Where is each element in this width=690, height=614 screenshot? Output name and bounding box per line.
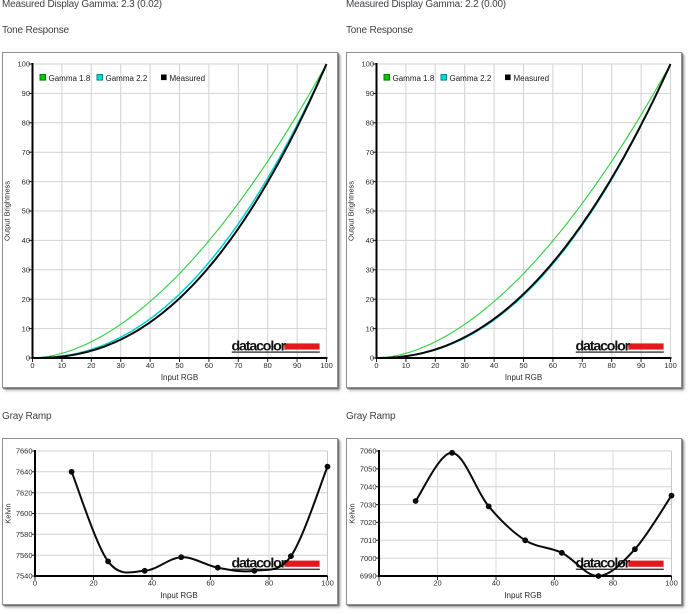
svg-text:Gamma 1.8: Gamma 1.8 <box>393 74 435 83</box>
svg-text:7620: 7620 <box>16 488 33 497</box>
svg-text:90: 90 <box>366 89 374 98</box>
svg-text:80: 80 <box>366 119 374 128</box>
svg-text:0: 0 <box>33 579 37 588</box>
svg-text:datacolor: datacolor <box>232 556 287 572</box>
svg-text:50: 50 <box>519 361 527 370</box>
svg-text:50: 50 <box>175 361 183 370</box>
svg-text:50: 50 <box>22 207 30 216</box>
svg-text:60: 60 <box>549 361 557 370</box>
svg-text:80: 80 <box>608 361 616 370</box>
svg-text:6990: 6990 <box>360 572 377 581</box>
svg-text:40: 40 <box>490 361 498 370</box>
svg-text:7050: 7050 <box>360 465 377 474</box>
svg-text:Input RGB: Input RGB <box>161 373 198 382</box>
svg-text:100: 100 <box>664 361 677 370</box>
svg-text:Kelvin: Kelvin <box>4 503 13 523</box>
svg-text:80: 80 <box>609 579 617 588</box>
svg-text:30: 30 <box>366 266 374 275</box>
svg-text:10: 10 <box>366 324 374 333</box>
svg-text:7030: 7030 <box>360 500 377 509</box>
svg-text:70: 70 <box>578 361 586 370</box>
svg-text:Input RGB: Input RGB <box>504 591 541 600</box>
svg-text:10: 10 <box>402 361 410 370</box>
svg-text:20: 20 <box>433 579 441 588</box>
svg-text:40: 40 <box>22 236 30 245</box>
svg-text:Input RGB: Input RGB <box>505 373 542 382</box>
svg-text:70: 70 <box>234 361 242 370</box>
svg-text:70: 70 <box>22 148 30 157</box>
svg-text:60: 60 <box>550 579 558 588</box>
svg-text:60: 60 <box>205 361 213 370</box>
svg-text:Gamma 1.8: Gamma 1.8 <box>49 74 91 83</box>
svg-text:Output Brightness: Output Brightness <box>3 181 12 241</box>
svg-text:Gamma 2.2: Gamma 2.2 <box>450 74 492 83</box>
svg-text:Measured: Measured <box>170 74 206 83</box>
svg-text:7600: 7600 <box>16 509 33 518</box>
svg-text:0: 0 <box>370 354 374 363</box>
svg-text:0: 0 <box>30 361 34 370</box>
svg-text:30: 30 <box>22 266 30 275</box>
svg-text:20: 20 <box>89 579 97 588</box>
svg-text:80: 80 <box>264 361 272 370</box>
svg-text:7010: 7010 <box>360 536 377 545</box>
svg-text:Gamma 2.2: Gamma 2.2 <box>106 74 148 83</box>
svg-text:7040: 7040 <box>360 482 377 491</box>
svg-text:60: 60 <box>366 177 374 186</box>
svg-text:datacolor: datacolor <box>576 338 631 354</box>
svg-text:60: 60 <box>22 177 30 186</box>
svg-text:100: 100 <box>17 60 30 69</box>
svg-text:100: 100 <box>361 60 374 69</box>
svg-text:10: 10 <box>58 361 66 370</box>
svg-text:30: 30 <box>461 361 469 370</box>
svg-text:0: 0 <box>26 354 30 363</box>
svg-text:7580: 7580 <box>16 530 33 539</box>
svg-text:40: 40 <box>146 361 154 370</box>
svg-text:40: 40 <box>492 579 500 588</box>
svg-text:7000: 7000 <box>360 554 377 563</box>
svg-text:Kelvin: Kelvin <box>348 503 357 523</box>
svg-text:90: 90 <box>637 361 645 370</box>
svg-text:7560: 7560 <box>16 551 33 560</box>
svg-text:20: 20 <box>87 361 95 370</box>
svg-text:7640: 7640 <box>16 468 33 477</box>
svg-text:datacolor: datacolor <box>232 338 287 354</box>
svg-text:20: 20 <box>431 361 439 370</box>
svg-text:0: 0 <box>374 361 378 370</box>
svg-text:90: 90 <box>293 361 301 370</box>
svg-text:7020: 7020 <box>360 518 377 527</box>
svg-text:10: 10 <box>22 324 30 333</box>
svg-text:100: 100 <box>665 579 678 588</box>
svg-text:Output Brightness: Output Brightness <box>347 181 356 241</box>
svg-text:30: 30 <box>117 361 125 370</box>
svg-text:7060: 7060 <box>360 447 377 456</box>
svg-text:60: 60 <box>206 579 214 588</box>
svg-text:7540: 7540 <box>16 572 33 581</box>
svg-text:100: 100 <box>320 361 333 370</box>
svg-text:20: 20 <box>22 295 30 304</box>
svg-text:Input RGB: Input RGB <box>160 591 197 600</box>
svg-text:0: 0 <box>377 579 381 588</box>
svg-text:100: 100 <box>321 579 334 588</box>
svg-text:40: 40 <box>366 236 374 245</box>
svg-text:40: 40 <box>148 579 156 588</box>
svg-text:Measured: Measured <box>514 74 550 83</box>
svg-text:7660: 7660 <box>16 447 33 456</box>
svg-text:20: 20 <box>366 295 374 304</box>
svg-text:70: 70 <box>366 148 374 157</box>
svg-text:80: 80 <box>22 119 30 128</box>
svg-text:90: 90 <box>22 89 30 98</box>
svg-text:80: 80 <box>265 579 273 588</box>
svg-text:50: 50 <box>366 207 374 216</box>
